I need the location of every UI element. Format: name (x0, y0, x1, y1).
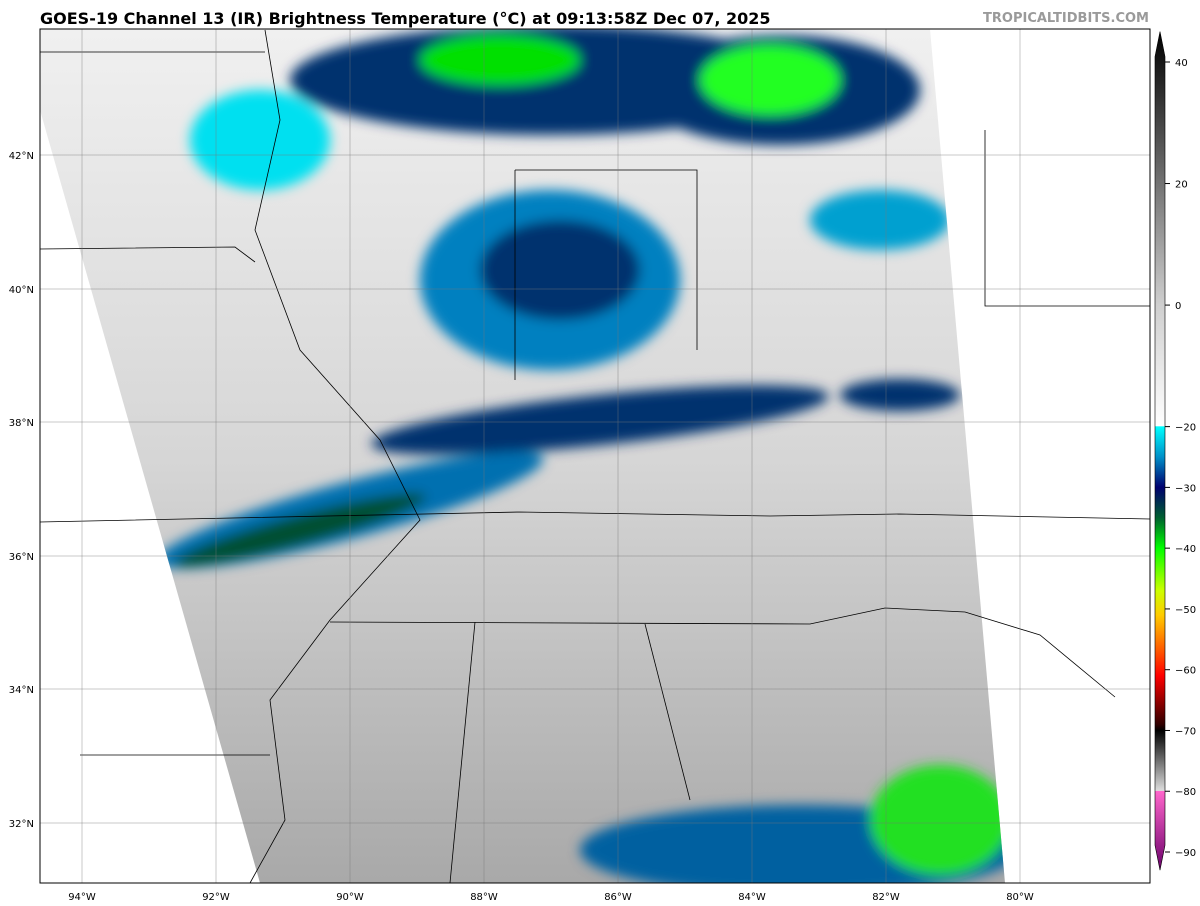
lon-label: 88°W (470, 892, 498, 903)
colorbar-tick-label: −80 (1175, 787, 1196, 798)
lat-label: 32°N (9, 819, 34, 830)
lon-label: 94°W (68, 892, 96, 903)
colorbar-scale (1154, 31, 1166, 871)
colorbar-tick-label: −90 (1175, 848, 1196, 859)
colorbar-tick-label: −60 (1175, 666, 1196, 677)
map-title: GOES-19 Channel 13 (IR) Brightness Tempe… (40, 9, 771, 28)
lat-label: 38°N (9, 418, 34, 429)
colorbar: 40 20 0 −20 −30 −40 −50 −60 −70 −80 −90 (1154, 31, 1196, 871)
lat-label: 40°N (9, 285, 34, 296)
lat-label: 36°N (9, 552, 34, 563)
colorbar-tick-label: 20 (1175, 180, 1188, 191)
colorbar-tick-label: −70 (1175, 726, 1196, 737)
watermark: TROPICALTIDBITS.COM (983, 11, 1149, 26)
colorbar-tick-label: 0 (1175, 301, 1181, 312)
colorbar-tick-label: −40 (1175, 544, 1196, 555)
lon-label: 82°W (872, 892, 900, 903)
lon-label: 84°W (738, 892, 766, 903)
map-frame (39, 28, 1151, 884)
lon-label: 86°W (604, 892, 632, 903)
lon-label: 80°W (1006, 892, 1034, 903)
lon-label: 90°W (336, 892, 364, 903)
colorbar-tick-label: −20 (1175, 423, 1196, 434)
colorbar-tick-label: −50 (1175, 605, 1196, 616)
satellite-swath (40, 29, 1005, 883)
lat-label: 34°N (9, 685, 34, 696)
lat-label: 42°N (9, 151, 34, 162)
state-borders (39, 29, 1151, 884)
lon-label: 92°W (202, 892, 230, 903)
colorbar-tick-label: −30 (1175, 483, 1196, 494)
colorbar-tick-label: 40 (1175, 58, 1188, 69)
grid-lines (40, 29, 1150, 883)
